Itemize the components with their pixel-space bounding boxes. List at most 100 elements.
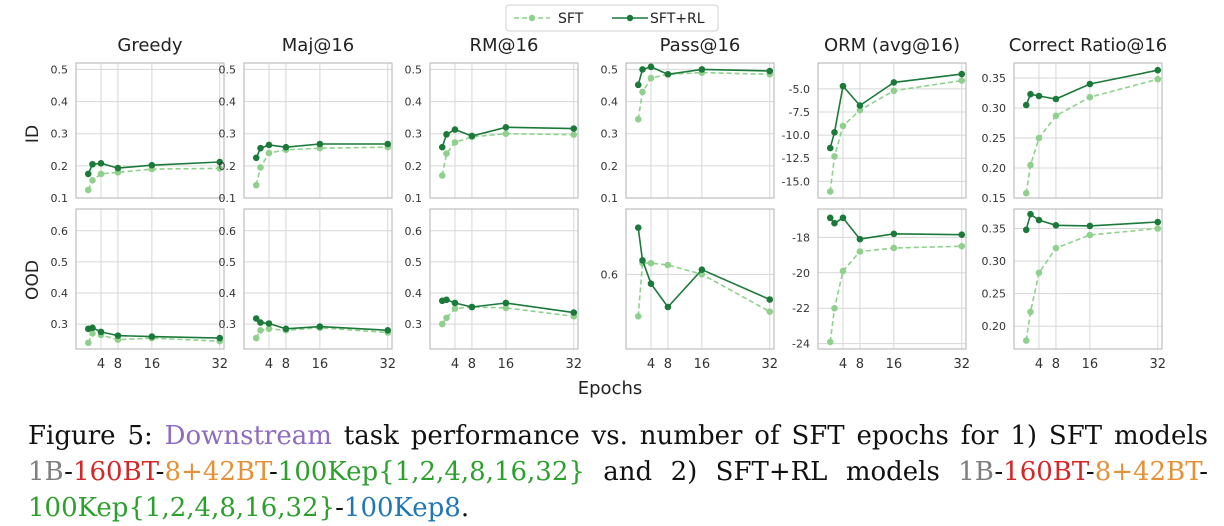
data-point-sft-rl bbox=[1035, 216, 1043, 224]
caption-segment: 100Kep{1,2,4,8,16,32} bbox=[277, 457, 585, 487]
y-tick-label: 0.1 bbox=[405, 192, 423, 205]
caption-segment: 160BT bbox=[1003, 457, 1086, 487]
legend-label-sft: SFT bbox=[558, 11, 584, 27]
data-point-sft-rl bbox=[766, 67, 774, 75]
y-tick-label: 0.35 bbox=[982, 223, 1007, 236]
data-point-sft bbox=[1154, 225, 1162, 232]
data-point-sft bbox=[958, 77, 966, 84]
data-point-sft bbox=[1027, 308, 1034, 316]
series-line-sft bbox=[829, 245, 962, 343]
series-line-sft-rl bbox=[829, 73, 962, 149]
x-tick-label: 8 bbox=[664, 357, 672, 372]
plot-frame bbox=[243, 208, 393, 350]
data-point-sft-rl bbox=[148, 333, 156, 340]
caption-segment: and 2) SFT+RL models bbox=[584, 457, 959, 487]
x-tick-label: 16 bbox=[1082, 357, 1099, 372]
data-point-sft bbox=[1052, 244, 1060, 252]
data-point-sft bbox=[634, 115, 642, 123]
data-point-sft-rl bbox=[958, 70, 966, 78]
data-point-sft bbox=[890, 87, 898, 95]
data-point-sft bbox=[438, 320, 446, 328]
plot-frame bbox=[243, 62, 393, 199]
subplot-title: Correct Ratio@16 bbox=[1009, 35, 1168, 56]
row-labels: ID OOD bbox=[23, 125, 43, 300]
y-tick-label: -18 bbox=[792, 231, 810, 244]
series-line-sft-rl bbox=[441, 126, 574, 148]
x-axis-label: Epochs bbox=[578, 378, 643, 399]
x-tick-label: 32 bbox=[379, 357, 396, 372]
y-tick-label: -20 bbox=[792, 267, 810, 280]
y-tick-label: -24 bbox=[792, 338, 810, 351]
plot-frame bbox=[817, 62, 967, 199]
data-point-sft bbox=[451, 305, 459, 312]
data-point-sft-rl bbox=[639, 66, 646, 73]
data-point-sft bbox=[438, 172, 446, 179]
data-point-sft-rl bbox=[831, 129, 838, 136]
data-point-sft-rl bbox=[443, 131, 450, 138]
y-tick-label: 0.2 bbox=[219, 160, 237, 173]
y-tick-label: 0.25 bbox=[982, 288, 1007, 301]
y-tick-label: 0.2 bbox=[601, 160, 619, 173]
caption-segment: 8+42BT bbox=[164, 457, 269, 487]
data-point-sft-rl bbox=[831, 219, 838, 227]
data-point-sft bbox=[443, 150, 450, 157]
data-point-sft-rl bbox=[252, 154, 260, 162]
x-tick-label: 4 bbox=[451, 357, 459, 372]
caption-segment: 1B bbox=[28, 457, 65, 487]
series-line-sft bbox=[1025, 227, 1158, 341]
data-point-sft-rl bbox=[451, 299, 459, 307]
data-point-sft bbox=[84, 339, 92, 347]
data-point-sft-rl bbox=[647, 63, 655, 71]
x-tick-label: 16 bbox=[694, 357, 711, 372]
y-tick-label: -7.5 bbox=[789, 106, 810, 119]
y-tick-label: -12.5 bbox=[782, 152, 810, 165]
y-tick-label: 0.20 bbox=[982, 162, 1007, 175]
caption-segment: 8+42BT bbox=[1094, 457, 1200, 487]
data-point-sft-rl bbox=[257, 319, 264, 326]
subplot-9: 0.3 0.4 0.5 0.6 4 8 16 32 bbox=[405, 208, 582, 372]
data-point-sft-rl bbox=[89, 160, 96, 168]
data-point-sft bbox=[97, 170, 105, 178]
data-point-sft bbox=[451, 139, 459, 146]
y-tick-label: -22 bbox=[792, 302, 810, 315]
data-point-sft bbox=[443, 314, 450, 322]
y-tick-label: 0.3 bbox=[405, 318, 423, 331]
data-point-sft bbox=[89, 330, 96, 337]
x-tick-label: 32 bbox=[761, 357, 778, 372]
data-point-sft-rl bbox=[502, 123, 510, 131]
data-point-sft-rl bbox=[97, 159, 105, 167]
data-point-sft bbox=[647, 74, 655, 82]
data-point-sft-rl bbox=[316, 323, 324, 330]
y-tick-label: 0.5 bbox=[219, 256, 237, 269]
data-point-sft-rl bbox=[856, 102, 864, 109]
data-point-sft bbox=[502, 304, 510, 312]
data-point-sft-rl bbox=[257, 144, 264, 152]
data-point-sft-rl bbox=[468, 303, 476, 311]
data-point-sft-rl bbox=[826, 214, 834, 222]
y-tick-label: 0.3 bbox=[51, 128, 69, 141]
y-tick-label: 0.20 bbox=[982, 320, 1007, 333]
data-point-sft bbox=[265, 325, 273, 333]
subplot-title: Pass@16 bbox=[660, 35, 741, 56]
legend-label-sft-rl: SFT+RL bbox=[650, 11, 705, 27]
y-tick-label: 0.4 bbox=[405, 96, 423, 109]
y-tick-label: 0.5 bbox=[51, 256, 69, 269]
y-tick-label: 0.6 bbox=[405, 225, 423, 238]
y-tick-label: 0.4 bbox=[601, 96, 619, 109]
y-tick-label: 0.30 bbox=[982, 255, 1007, 268]
x-tick-label: 4 bbox=[1035, 357, 1043, 372]
data-point-sft-rl bbox=[1022, 101, 1030, 109]
plot-frame bbox=[625, 62, 775, 199]
data-point-sft bbox=[839, 122, 847, 130]
data-point-sft bbox=[831, 304, 838, 312]
subplot-8: 0.3 0.4 0.5 0.6 4 8 16 32 bbox=[219, 208, 396, 372]
data-point-sft-rl bbox=[664, 70, 672, 78]
data-point-sft-rl bbox=[1022, 226, 1030, 234]
data-point-sft-rl bbox=[1027, 210, 1034, 218]
data-point-sft-rl bbox=[634, 224, 642, 231]
data-point-sft-rl bbox=[698, 266, 706, 273]
data-point-sft-rl bbox=[282, 325, 290, 333]
subplot-10: 0.6 4 8 16 32 bbox=[601, 208, 778, 372]
y-tick-label: 0.1 bbox=[601, 192, 619, 205]
legend-marker-sft-rl bbox=[626, 14, 634, 22]
